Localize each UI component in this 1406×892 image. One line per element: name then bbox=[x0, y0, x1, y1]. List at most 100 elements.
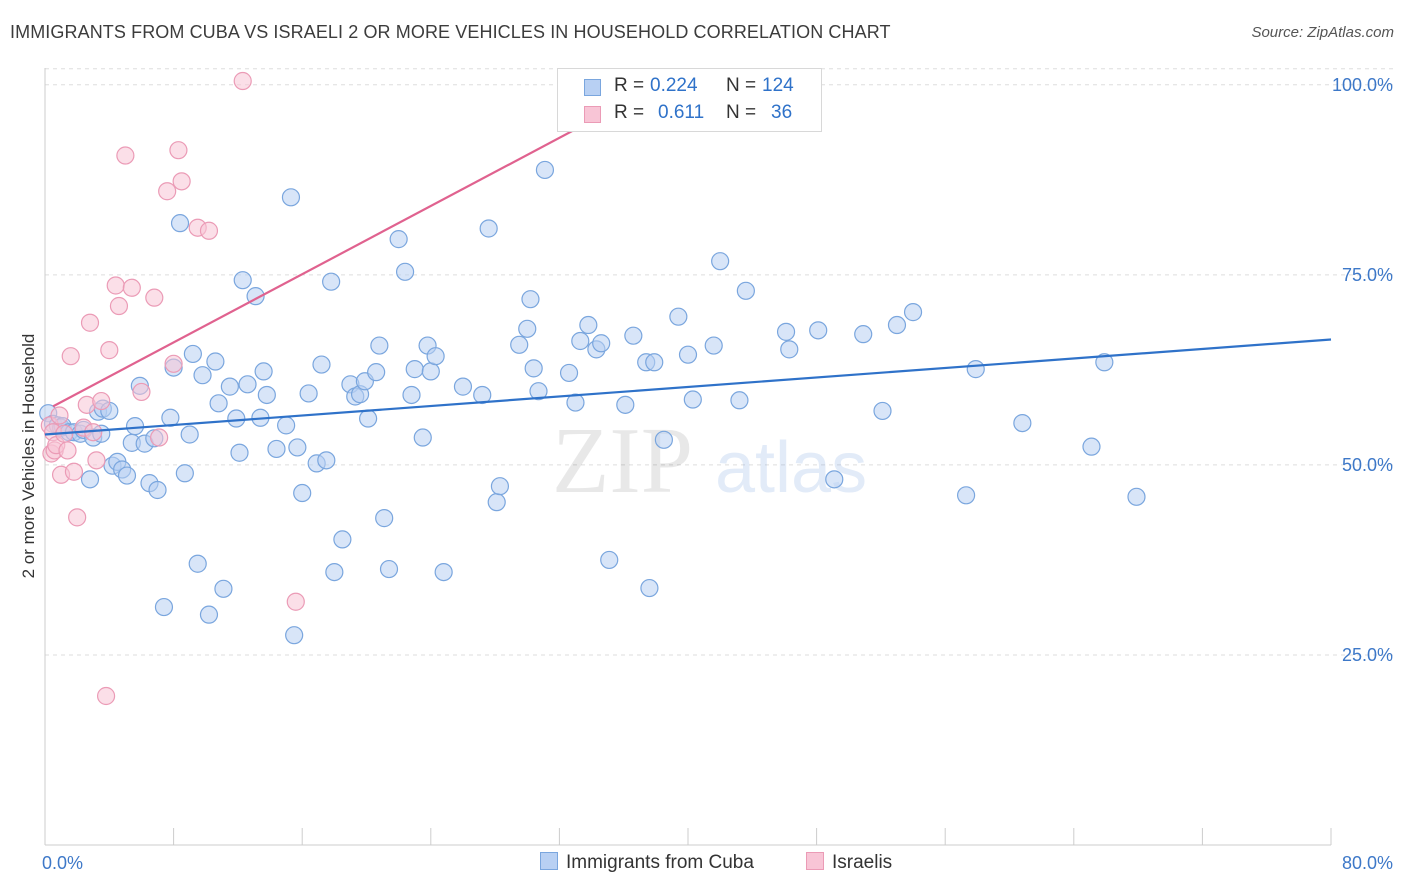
point-cuba bbox=[559, 363, 579, 383]
y-tick-label: 25.0% bbox=[1342, 645, 1393, 665]
point-israelis bbox=[64, 462, 84, 481]
series-swatch-israelis bbox=[806, 852, 824, 870]
point-cuba bbox=[887, 315, 907, 335]
point-cuba bbox=[524, 359, 543, 378]
point-cuba bbox=[704, 336, 723, 355]
point-cuba bbox=[413, 428, 432, 447]
y-tick-label: 50.0% bbox=[1342, 455, 1393, 475]
point-cuba bbox=[579, 315, 598, 335]
watermark-zip: ZIP bbox=[552, 409, 693, 513]
point-cuba bbox=[367, 363, 386, 382]
x-tick-label: 0.0% bbox=[42, 853, 83, 873]
point-cuba bbox=[257, 385, 276, 405]
point-israelis bbox=[87, 451, 106, 470]
point-cuba bbox=[654, 430, 673, 449]
point-cuba bbox=[592, 334, 611, 353]
legend-r-value-cuba: 0.224 bbox=[650, 75, 698, 96]
point-cuba bbox=[730, 391, 749, 410]
point-israelis bbox=[116, 146, 135, 165]
point-cuba bbox=[521, 290, 540, 309]
point-israelis bbox=[96, 686, 116, 706]
point-israelis bbox=[122, 278, 141, 297]
y-tick-label: 75.0% bbox=[1342, 265, 1393, 285]
point-cuba bbox=[487, 493, 506, 512]
point-israelis bbox=[100, 341, 119, 360]
point-israelis bbox=[145, 288, 164, 307]
point-cuba bbox=[267, 439, 286, 459]
point-cuba bbox=[233, 271, 252, 290]
point-cuba bbox=[683, 390, 702, 409]
point-cuba bbox=[285, 626, 304, 645]
point-cuba bbox=[288, 438, 307, 457]
y-axis-title: 2 or more Vehicles in Household bbox=[19, 334, 38, 579]
point-israelis bbox=[80, 313, 100, 332]
point-cuba bbox=[966, 360, 985, 379]
point-cuba bbox=[903, 303, 923, 322]
point-cuba bbox=[325, 562, 344, 582]
point-cuba bbox=[479, 219, 498, 238]
point-cuba bbox=[117, 466, 137, 485]
point-cuba bbox=[125, 417, 145, 436]
point-cuba bbox=[281, 188, 301, 207]
series-label-cuba: Immigrants from Cuba bbox=[566, 852, 754, 873]
legend-n-value-cuba: 124 bbox=[762, 75, 794, 96]
point-israelis bbox=[68, 508, 87, 527]
y-tick-label: 100.0% bbox=[1332, 75, 1393, 95]
point-israelis bbox=[233, 71, 252, 91]
legend-n-label: N = bbox=[726, 102, 757, 123]
point-cuba bbox=[1127, 487, 1146, 506]
legend-r-value-israelis: 0.611 bbox=[658, 102, 705, 123]
point-cuba bbox=[571, 331, 590, 351]
point-israelis bbox=[106, 276, 125, 295]
point-cuba bbox=[1013, 413, 1032, 433]
point-cuba bbox=[825, 470, 844, 489]
point-cuba bbox=[535, 160, 555, 180]
point-cuba bbox=[333, 530, 352, 549]
point-israelis bbox=[164, 354, 183, 373]
point-cuba bbox=[395, 262, 415, 281]
point-cuba bbox=[402, 385, 421, 405]
point-cuba bbox=[529, 382, 548, 401]
point-cuba bbox=[600, 550, 619, 570]
series-legend-israelis: Israelis bbox=[806, 852, 892, 874]
legend-r-label: R = bbox=[614, 75, 645, 96]
series-legend-cuba: Immigrants from Cuba bbox=[540, 852, 754, 874]
grid-lines bbox=[45, 68, 1393, 656]
point-cuba bbox=[426, 347, 445, 366]
legend-n-value-israelis: 36 bbox=[771, 102, 793, 123]
source-label: Source: ZipAtlas.com bbox=[1251, 24, 1394, 41]
point-cuba bbox=[854, 325, 873, 344]
point-cuba bbox=[230, 443, 249, 462]
point-cuba bbox=[379, 559, 399, 579]
point-cuba bbox=[209, 394, 228, 413]
point-cuba bbox=[312, 355, 331, 374]
tick-labels: 2 or more Vehicles in Household 25.0% 50.… bbox=[19, 75, 1393, 873]
point-cuba bbox=[322, 272, 341, 291]
chart-title: IMMIGRANTS FROM CUBA VS ISRAELI 2 OR MOR… bbox=[10, 22, 891, 42]
point-cuba bbox=[490, 477, 510, 496]
point-cuba bbox=[624, 326, 643, 345]
point-cuba bbox=[80, 470, 100, 489]
point-cuba bbox=[453, 377, 473, 396]
point-cuba bbox=[736, 281, 755, 300]
point-israelis bbox=[199, 221, 219, 240]
point-cuba bbox=[293, 483, 312, 503]
point-cuba bbox=[148, 480, 167, 500]
point-cuba bbox=[175, 464, 194, 483]
point-cuba bbox=[616, 395, 635, 414]
point-israelis bbox=[169, 141, 188, 160]
point-cuba bbox=[199, 605, 219, 624]
point-israelis bbox=[92, 391, 111, 411]
point-cuba bbox=[780, 340, 799, 359]
point-cuba bbox=[317, 451, 336, 470]
watermark: ZIP atlas bbox=[552, 409, 867, 513]
legend-swatch-israelis bbox=[584, 106, 601, 123]
point-israelis bbox=[132, 382, 151, 402]
point-israelis bbox=[158, 182, 177, 201]
point-cuba bbox=[254, 362, 273, 381]
point-cuba bbox=[188, 554, 207, 573]
correlation-legend: R = 0.224 N = 124 R = 0.611 N = 36 bbox=[557, 68, 822, 132]
point-cuba bbox=[154, 597, 174, 617]
point-cuba bbox=[299, 384, 318, 403]
